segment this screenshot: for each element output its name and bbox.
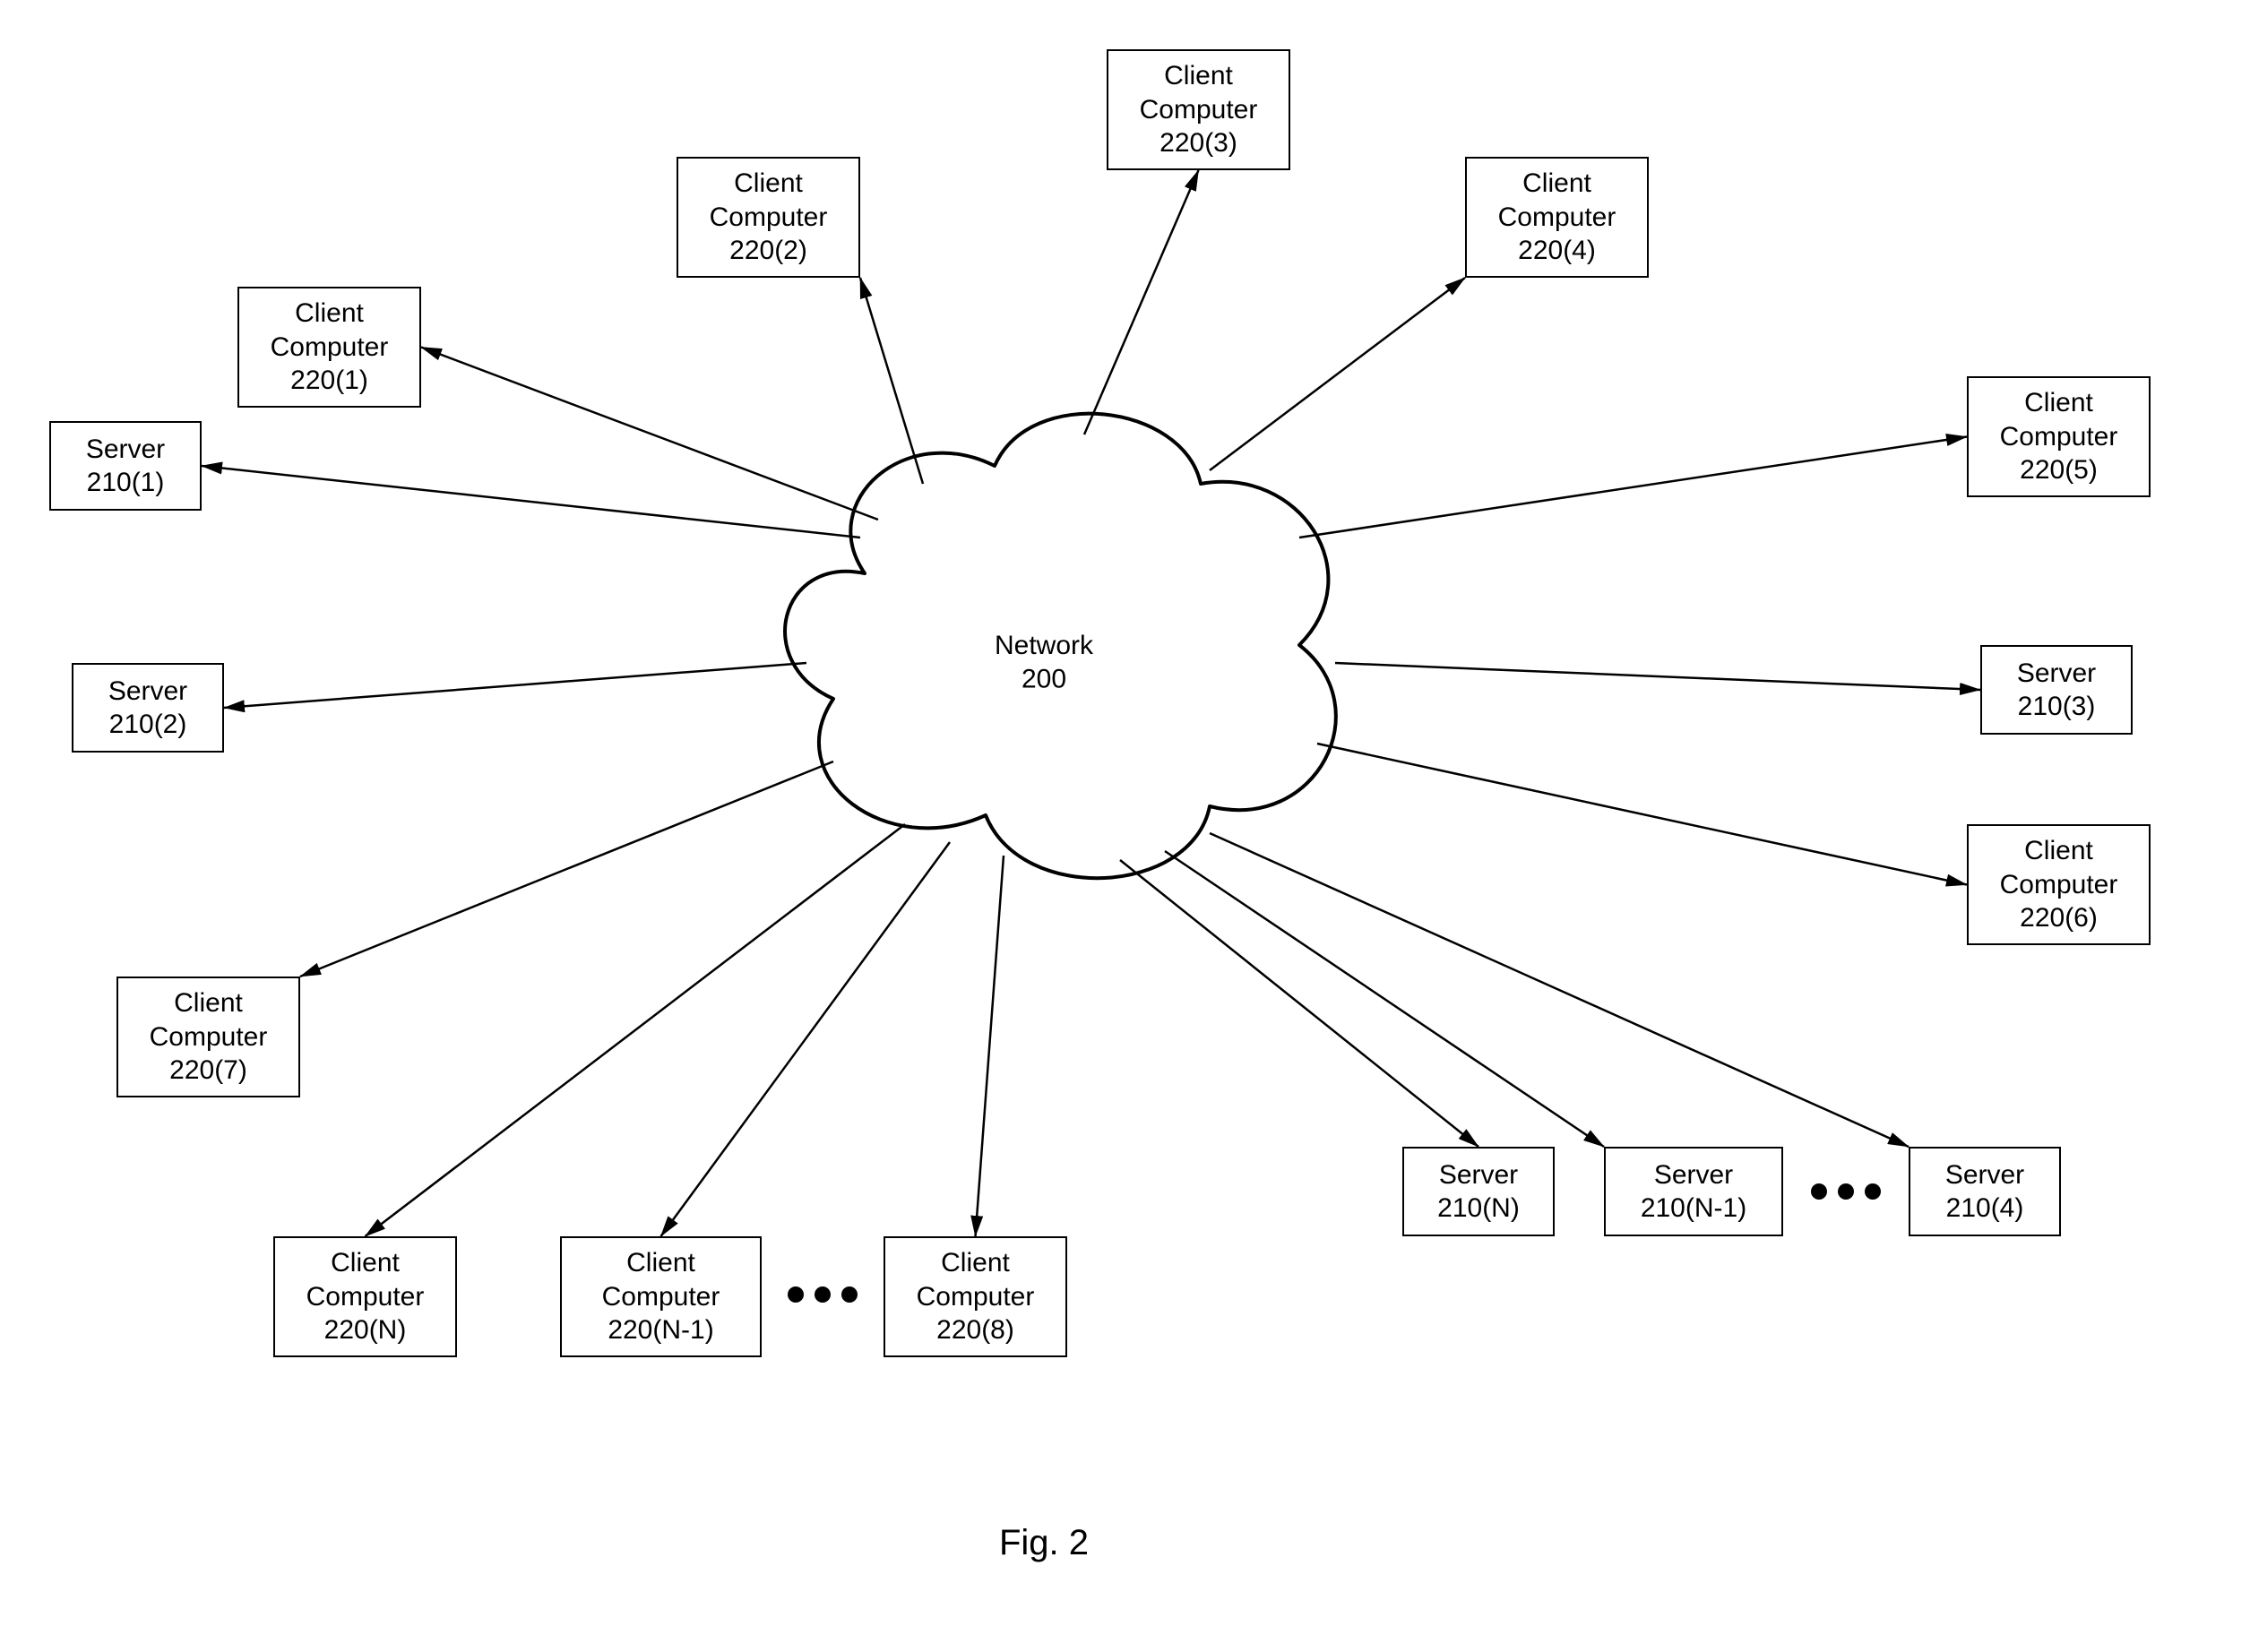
node-server_210_3: Server210(3) — [1980, 645, 2133, 735]
edge-server_210_3 — [1335, 663, 1980, 690]
edge-client_220_1 — [421, 348, 878, 521]
edge-server_210_4 — [1210, 833, 1909, 1147]
node-label-line: Server — [86, 433, 165, 467]
node-label-line: 210(3) — [2018, 690, 2096, 724]
node-label-line: Computer — [917, 1280, 1035, 1314]
node-label-line: 220(3) — [1159, 126, 1237, 160]
node-server_210_4: Server210(4) — [1909, 1147, 2061, 1236]
node-label-line: 210(4) — [1946, 1192, 2024, 1226]
node-client_220_N1: ClientComputer220(N-1) — [560, 1236, 762, 1357]
node-label-line: 210(N) — [1437, 1192, 1520, 1226]
edge-server_210_N1 — [1165, 851, 1604, 1147]
node-label-line: 220(5) — [2020, 453, 2098, 487]
node-label-line: Client — [1164, 59, 1233, 93]
node-label-line: Computer — [710, 201, 828, 235]
node-server_210_2: Server210(2) — [72, 663, 224, 753]
edges-group — [202, 170, 1980, 1236]
node-label-line: Client — [941, 1246, 1010, 1280]
edge-client_220_7 — [300, 761, 833, 977]
ellipsis-dot — [1811, 1183, 1827, 1200]
edge-server_210_2 — [224, 663, 806, 708]
node-label-line: Server — [1439, 1158, 1518, 1192]
ellipsis-dot — [841, 1286, 858, 1303]
node-client_220_6: ClientComputer220(6) — [1967, 824, 2151, 945]
node-label-line: 220(1) — [290, 364, 368, 398]
edge-server_210_N — [1120, 860, 1478, 1147]
node-label-line: 210(2) — [109, 708, 187, 742]
node-label-line: 210(1) — [87, 466, 165, 500]
node-label-line: Client — [626, 1246, 695, 1280]
node-server_210_N: Server210(N) — [1402, 1147, 1555, 1236]
network-cloud: Network 200 — [785, 414, 1336, 879]
node-label-line: 220(N) — [324, 1313, 407, 1347]
node-label-line: Client — [295, 297, 364, 331]
node-label-line: Server — [108, 675, 187, 709]
svg-text:200: 200 — [1022, 665, 1066, 694]
node-label-line: Client — [174, 986, 243, 1020]
edge-client_220_8 — [976, 856, 1004, 1236]
node-label-line: Computer — [2000, 420, 2118, 454]
node-server_210_1: Server210(1) — [49, 421, 202, 511]
edge-client_220_N — [366, 824, 906, 1236]
node-client_220_1: ClientComputer220(1) — [237, 287, 421, 408]
edge-client_220_2 — [860, 278, 923, 484]
figure-caption-text: Fig. 2 — [999, 1523, 1089, 1562]
node-client_220_2: ClientComputer220(2) — [677, 157, 860, 278]
node-label-line: Computer — [271, 331, 389, 365]
node-client_220_7: ClientComputer220(7) — [116, 977, 300, 1097]
node-label-line: Computer — [1498, 201, 1616, 235]
node-label-line: Computer — [150, 1020, 268, 1054]
node-label-line: 220(7) — [169, 1054, 247, 1088]
node-label-line: 220(6) — [2020, 901, 2098, 935]
svg-text:Network: Network — [995, 631, 1094, 660]
diagram-canvas: Network200 Fig. 2 Server210(1)ClientComp… — [0, 0, 2250, 1652]
ellipsis-dot — [1865, 1183, 1881, 1200]
node-label-line: Computer — [1140, 93, 1258, 127]
node-client_220_3: ClientComputer220(3) — [1107, 49, 1290, 170]
node-label-line: Client — [2024, 386, 2093, 420]
node-label-line: Server — [1654, 1158, 1733, 1192]
edge-client_220_5 — [1299, 437, 1967, 538]
node-label-line: Client — [2024, 834, 2093, 868]
ellipsis-dot — [815, 1286, 831, 1303]
node-label-line: 220(4) — [1518, 234, 1596, 268]
node-label-line: 220(N-1) — [608, 1313, 713, 1347]
node-label-line: Server — [2017, 657, 2096, 691]
node-label-line: Client — [1522, 167, 1591, 201]
edge-client_220_3 — [1084, 170, 1199, 435]
node-label-line: Client — [331, 1246, 400, 1280]
node-label-line: 220(8) — [936, 1313, 1014, 1347]
edge-client_220_6 — [1317, 744, 1967, 885]
edge-client_220_4 — [1210, 278, 1465, 470]
node-client_220_8: ClientComputer220(8) — [884, 1236, 1067, 1357]
node-label-line: 220(2) — [729, 234, 807, 268]
svg-overlay: Network 200 — [0, 0, 2250, 1652]
node-label-line: Computer — [2000, 868, 2118, 902]
node-label-line: Computer — [602, 1280, 720, 1314]
edge-client_220_N1 — [661, 842, 951, 1236]
ellipsis-dot — [1838, 1183, 1854, 1200]
ellipsis-dot — [788, 1286, 804, 1303]
figure-caption: Fig. 2 — [954, 1523, 1134, 1563]
edge-server_210_1 — [202, 466, 860, 538]
node-label-line: 210(N-1) — [1641, 1192, 1746, 1226]
node-label-line: Client — [734, 167, 803, 201]
node-server_210_N1: Server210(N-1) — [1604, 1147, 1783, 1236]
node-label-line: Computer — [306, 1280, 425, 1314]
node-label-line: Server — [1945, 1158, 2024, 1192]
node-client_220_5: ClientComputer220(5) — [1967, 376, 2151, 497]
node-client_220_4: ClientComputer220(4) — [1465, 157, 1649, 278]
node-client_220_N: ClientComputer220(N) — [273, 1236, 457, 1357]
